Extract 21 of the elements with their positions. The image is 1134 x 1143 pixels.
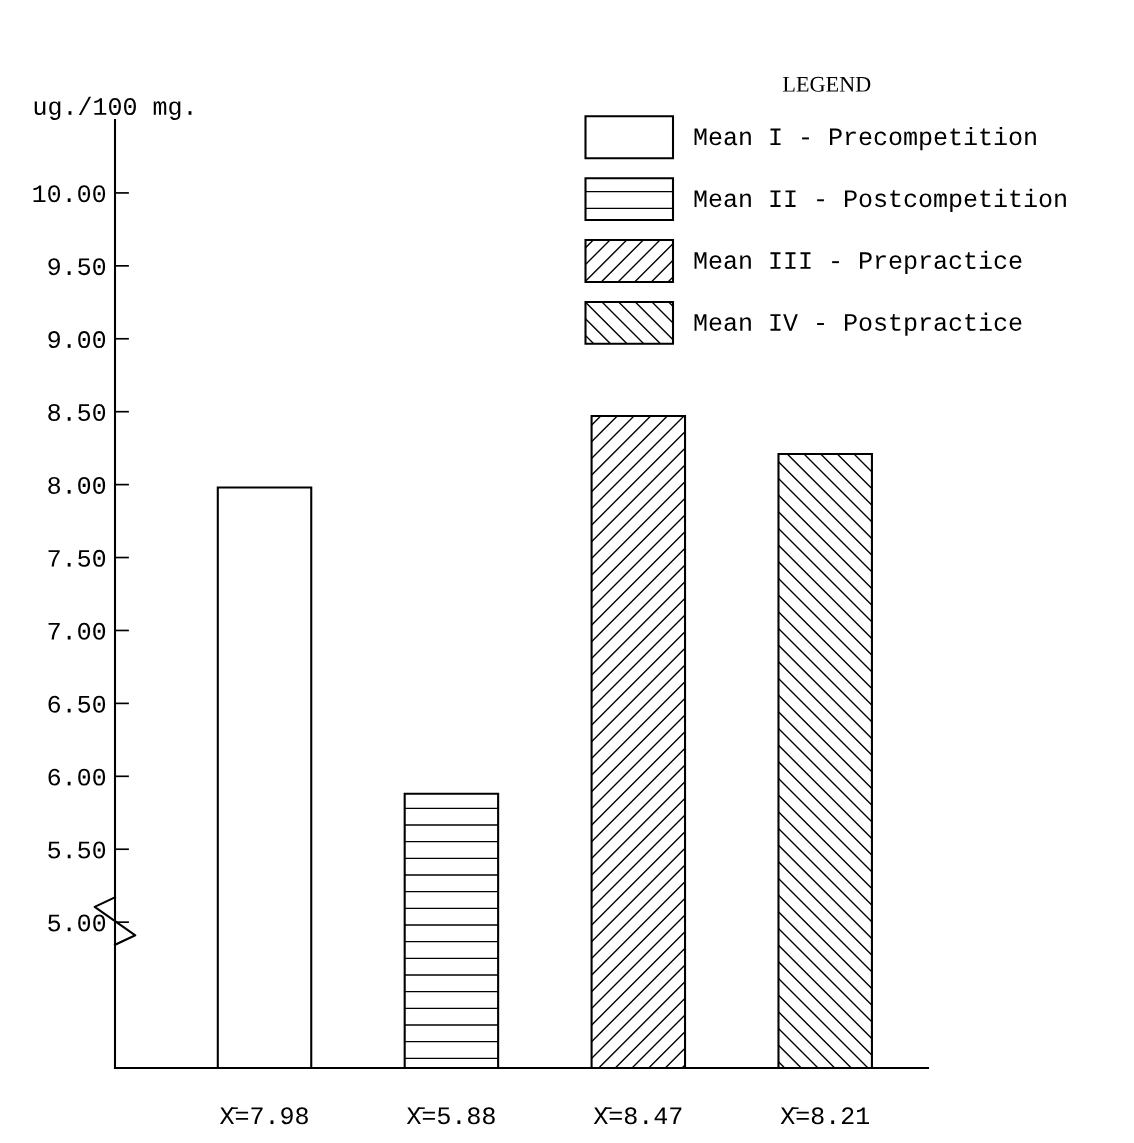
y-tick-label: 8.00: [48, 476, 106, 494]
y-tick-label: 6.00: [48, 768, 106, 786]
text: X̄=5.88: [406, 1107, 495, 1125]
legend-label: Mean III - Prepractice: [694, 250, 1022, 274]
y-tick-label: 9.00: [48, 331, 106, 349]
y-tick-label: 7.00: [48, 622, 106, 640]
text: X̄=8.47: [593, 1107, 682, 1125]
y-tick-label: 7.50: [48, 549, 106, 567]
text: X̄=7.98: [219, 1107, 308, 1125]
legend-label: Mean I - Precompetition: [694, 126, 1036, 151]
legend-label: Mean II - Postcompetition: [694, 188, 1066, 213]
text: X̄=8.21: [780, 1107, 869, 1125]
y-tick-label: 10.00: [33, 185, 106, 203]
y-tick-label: 9.50: [48, 258, 106, 276]
legend-title: LEGEND: [783, 76, 871, 92]
y-tick-label: 5.00: [48, 914, 106, 932]
y-axis-title: ug./100 mg.: [34, 96, 192, 120]
y-tick-label: 8.50: [48, 404, 106, 421]
legend-label: Mean IV - Postpractice: [694, 312, 1022, 336]
y-tick-label: 6.50: [48, 695, 106, 713]
y-tick-label: 5.50: [48, 841, 106, 859]
